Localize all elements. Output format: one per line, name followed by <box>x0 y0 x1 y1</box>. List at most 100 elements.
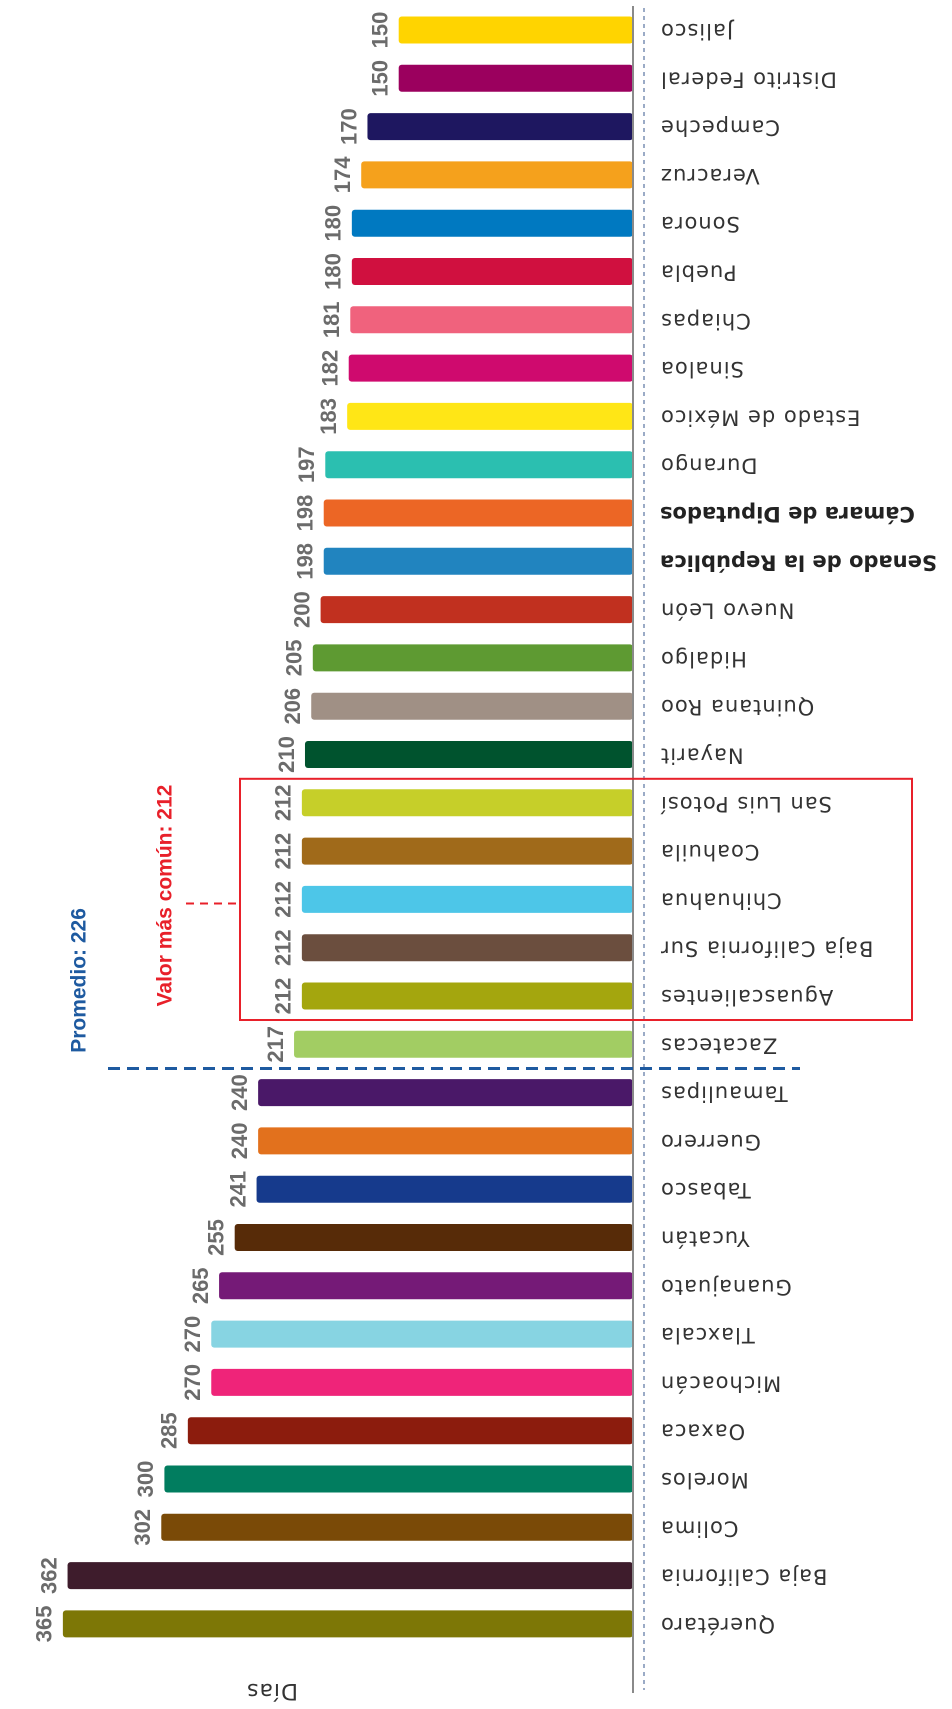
category-label: San Luis Potosí <box>660 792 832 816</box>
mode-box <box>239 777 913 1021</box>
bar-hidalgo <box>312 644 633 672</box>
bar-estado-de-m-xico <box>347 402 633 430</box>
value-label: 362 <box>36 1557 61 1594</box>
value-label: 302 <box>130 1509 155 1546</box>
bar-campeche <box>367 113 633 141</box>
category-label: Sonora <box>660 212 740 236</box>
value-label: 212 <box>271 929 296 966</box>
value-label: 210 <box>274 736 299 773</box>
value-label: 285 <box>157 1412 182 1449</box>
value-label: 180 <box>321 205 346 242</box>
category-label: Distrito Federal <box>660 67 837 91</box>
category-label: Michoacán <box>660 1371 781 1395</box>
value-label: 197 <box>294 446 319 483</box>
value-label: 217 <box>263 1026 288 1063</box>
value-label: 170 <box>336 108 361 145</box>
category-label: Tabasco <box>660 1178 752 1202</box>
bar-c-mara-de-diputados <box>323 499 633 527</box>
category-label: Coahuila <box>660 840 760 864</box>
category-label: Colima <box>660 1516 739 1540</box>
bar-puebla <box>351 258 633 285</box>
bar-quintana-roo <box>311 692 633 720</box>
bar-sonora <box>351 209 633 237</box>
bar-nayarit <box>304 741 633 768</box>
category-label: Querétaro <box>660 1613 775 1637</box>
category-label: Cámara de Diputados <box>660 502 915 526</box>
bar-tlaxcala <box>211 1320 633 1348</box>
value-label: 150 <box>368 60 393 97</box>
bar-jalisco <box>398 16 633 44</box>
bar-veracruz <box>361 161 633 189</box>
category-label: Quintana Roo <box>660 695 814 719</box>
category-label: Nayarit <box>660 744 744 768</box>
category-label: Baja California Sur <box>660 937 873 961</box>
bar-yucat-n <box>234 1224 633 1251</box>
category-label: Puebla <box>660 261 737 285</box>
bar-chihuahua <box>301 885 633 913</box>
bar-senado-de-la-rep-blica <box>323 547 633 575</box>
category-label: Durango <box>660 454 757 478</box>
value-label: 180 <box>321 253 346 290</box>
value-label: 183 <box>316 398 341 435</box>
bar-quer-taro <box>62 1610 634 1638</box>
category-label: Guanajuato <box>660 1275 792 1299</box>
bar-baja-california <box>67 1562 633 1590</box>
bar-nuevo-le-n <box>320 596 633 624</box>
category-label: Aguascalientes <box>660 985 833 1009</box>
category-label: Estado de México <box>660 405 860 429</box>
bar-guerrero <box>258 1127 633 1155</box>
value-label: 270 <box>180 1364 205 1401</box>
bar-guanajuato <box>219 1272 633 1300</box>
value-label: 181 <box>319 301 344 338</box>
category-label: Chiapas <box>660 309 751 333</box>
value-label: 212 <box>271 881 296 918</box>
value-label: 300 <box>133 1461 158 1498</box>
category-label: Jalisco <box>660 19 735 43</box>
value-label: 365 <box>32 1606 57 1643</box>
value-label: 174 <box>330 156 355 193</box>
value-label: 241 <box>225 1171 250 1208</box>
value-label: 265 <box>188 1267 213 1304</box>
value-label: 182 <box>318 350 343 387</box>
value-label: 150 <box>368 12 393 49</box>
value-label: 200 <box>289 591 314 628</box>
category-label: Guerrero <box>660 1130 761 1154</box>
bar-san-luis-potos- <box>301 789 633 817</box>
category-label: Baja California <box>660 1565 827 1589</box>
axis-title: Días <box>246 1678 298 1703</box>
bar-distrito-federal <box>398 64 633 92</box>
bar-sinaloa <box>348 354 633 382</box>
category-label: Morelos <box>660 1468 749 1492</box>
category-label: Senado de la República <box>660 550 937 574</box>
bar-morelos <box>164 1465 633 1493</box>
bar-durango <box>325 451 633 479</box>
category-label: Hidalgo <box>660 647 747 671</box>
value-label: 198 <box>293 495 318 532</box>
value-label: 240 <box>227 1074 252 1111</box>
value-label: 212 <box>271 784 296 821</box>
value-label: 206 <box>280 688 305 725</box>
category-label: Tamaulipas <box>660 1082 789 1106</box>
bar-oaxaca <box>187 1417 633 1445</box>
category-label: Chihuahua <box>660 888 782 912</box>
bar-tabasco <box>256 1175 633 1203</box>
category-label: Yucatán <box>660 1227 751 1251</box>
value-label: 198 <box>293 543 318 580</box>
value-label: 212 <box>271 833 296 870</box>
bar-michoac-n <box>211 1368 633 1396</box>
category-label: Nuevo León <box>660 599 794 623</box>
bar-zacatecas <box>294 1030 633 1058</box>
bar-aguascalientes <box>301 982 633 1010</box>
category-label: Tlaxcala <box>660 1323 756 1347</box>
bar-chiapas <box>350 306 633 334</box>
bar-baja-california-sur <box>301 934 633 962</box>
mode-label: Valor más común: 212 <box>154 785 177 1007</box>
category-label: Oaxaca <box>660 1420 745 1444</box>
value-label: 255 <box>204 1219 229 1256</box>
category-label: Zacatecas <box>660 1033 777 1057</box>
bar-tamaulipas <box>258 1079 633 1107</box>
value-label: 270 <box>180 1316 205 1353</box>
category-label: Veracruz <box>660 164 760 188</box>
